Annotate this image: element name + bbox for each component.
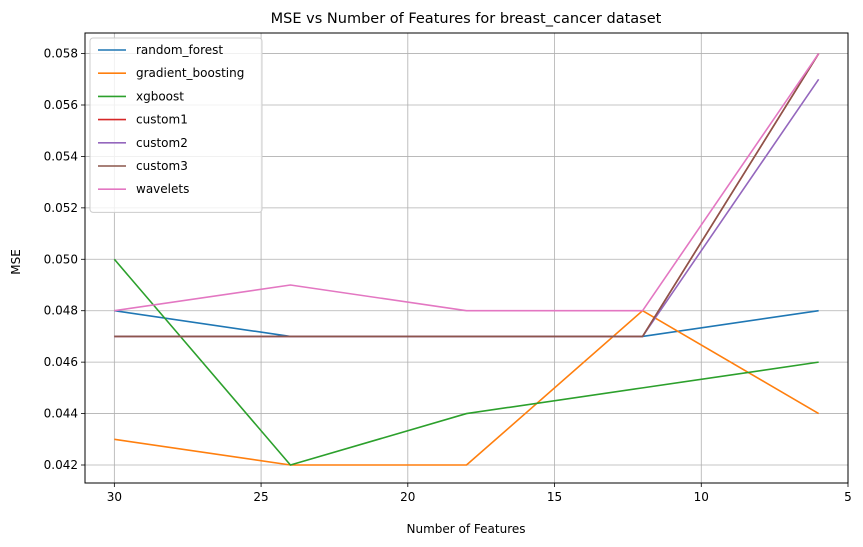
- y-tick-label: 0.042: [44, 458, 78, 472]
- y-tick-label: 0.046: [44, 355, 78, 369]
- y-tick-label: 0.050: [44, 252, 78, 266]
- series-line-custom3: [114, 53, 820, 338]
- ticks: 30 25 20 15 10 5 0.042 0.044 0.046 0.048 0.050 0.05…: [44, 47, 852, 504]
- plot-frame: [84, 32, 849, 484]
- legend-label: wavelets: [136, 182, 189, 196]
- series-line-xgboost: [113, 258, 819, 466]
- legend-label: custom1: [136, 113, 188, 127]
- x-tick-label: 30: [107, 490, 122, 504]
- legend-label: random_forest: [136, 43, 223, 57]
- series-group: [113, 53, 820, 466]
- y-tick-label: 0.056: [44, 98, 78, 112]
- x-tick-label: 15: [547, 490, 562, 504]
- y-tick-label: 0.054: [44, 149, 78, 163]
- y-tick-label: 0.044: [44, 407, 78, 421]
- series-line-random-forest: [114, 309, 819, 338]
- y-tick-label: 0.052: [44, 201, 78, 215]
- legend-box: [89, 37, 263, 213]
- series-line-gradient-boosting: [114, 309, 820, 466]
- x-axis-label: Number of Features: [407, 522, 526, 536]
- legend-label: custom2: [136, 136, 188, 150]
- y-axis-label: MSE: [9, 249, 23, 275]
- chart-title: MSE vs Number of Features for breast_can…: [271, 11, 662, 27]
- y-tick-label: 0.058: [44, 47, 78, 61]
- legend-label: custom3: [136, 159, 188, 173]
- legend-label: xgboost: [136, 89, 184, 103]
- y-tick-label: 0.048: [44, 304, 78, 318]
- x-tick-label: 10: [694, 490, 709, 504]
- x-tick-label: 20: [400, 490, 415, 504]
- x-tick-label: 25: [253, 490, 268, 504]
- series-line-wavelets: [114, 53, 820, 312]
- x-tick-label: 5: [844, 490, 852, 504]
- legend-label: gradient_boosting: [136, 66, 244, 80]
